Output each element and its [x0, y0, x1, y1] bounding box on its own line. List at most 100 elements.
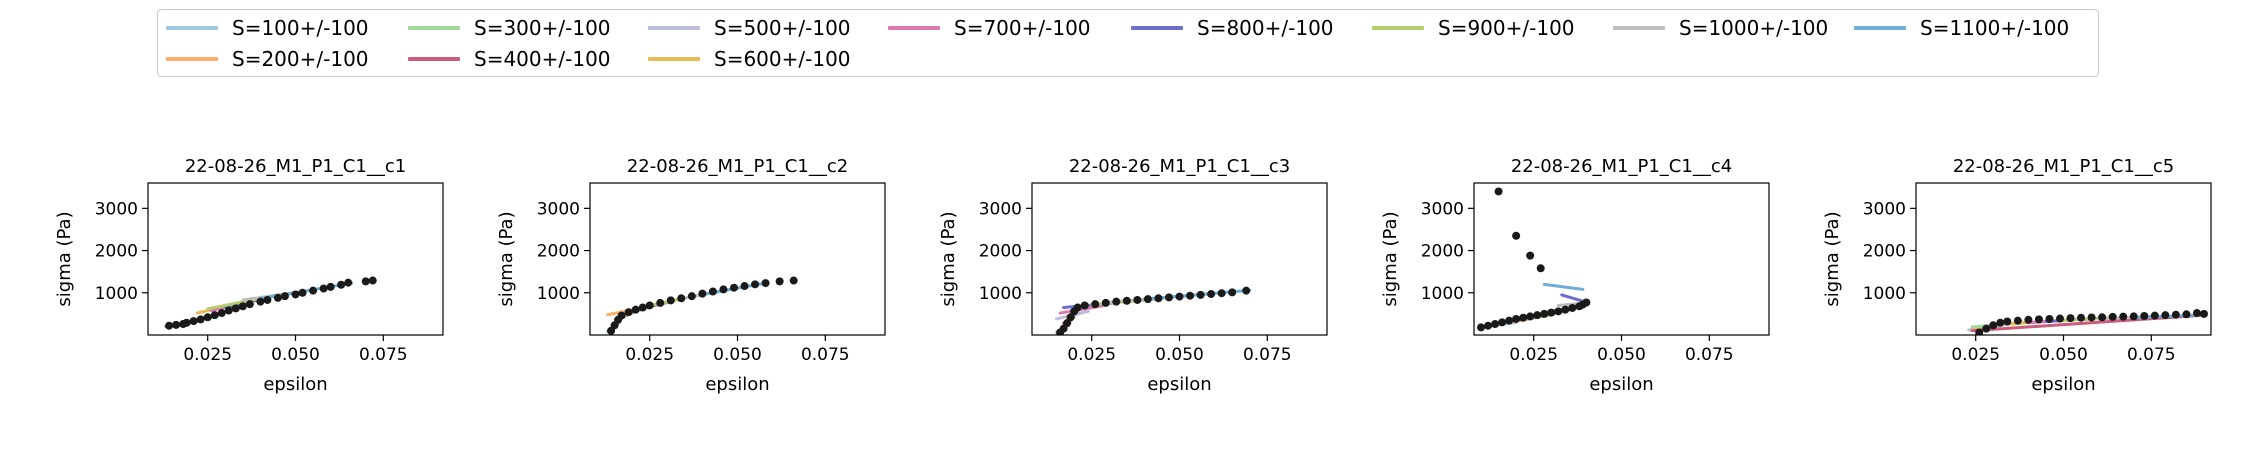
data-point — [751, 280, 760, 289]
subplot: 22-08-26_M1_P1_C1__c4 0.025 0.050 0.075 1000… — [1380, 156, 1770, 395]
subplot: 22-08-26_M1_P1_C1__c5 0.025 0.050 0.075 1000… — [1822, 156, 2212, 395]
data-point — [2098, 313, 2107, 322]
legend-item: S=900+/-100 — [1372, 13, 1575, 43]
y-axis-label: sigma (Pa) — [938, 211, 959, 306]
points-group — [1477, 187, 1591, 332]
data-point — [224, 306, 233, 315]
data-point — [624, 308, 633, 317]
y-tick-label: 2000 — [95, 242, 138, 262]
legend-swatch — [1372, 26, 1424, 30]
plot-frame — [147, 182, 444, 336]
data-point — [273, 293, 282, 302]
x-tick-label: 0.075 — [1685, 345, 1734, 365]
data-point — [2182, 310, 2191, 319]
data-point — [1484, 321, 1493, 330]
x-tick-label: 0.050 — [2039, 345, 2088, 365]
x-tick-label: 0.025 — [1951, 345, 2000, 365]
legend-swatch — [1854, 26, 1906, 30]
data-point — [1143, 295, 1152, 304]
data-point — [2199, 309, 2208, 318]
data-point — [645, 301, 654, 310]
data-point — [298, 288, 307, 297]
data-point — [1122, 296, 1131, 305]
data-point — [1175, 292, 1184, 301]
data-point — [1996, 318, 2005, 327]
x-axis-label: epsilon — [1147, 374, 1211, 395]
data-point — [1091, 300, 1100, 309]
data-point — [708, 287, 717, 296]
data-point — [337, 280, 346, 289]
data-point — [1217, 289, 1226, 298]
data-point — [1494, 187, 1503, 196]
data-point — [172, 320, 181, 329]
data-point — [1512, 231, 1521, 240]
x-axis-label: epsilon — [1589, 374, 1653, 395]
series-line — [1542, 282, 1585, 291]
legend-item: S=400+/-100 — [408, 44, 611, 74]
y-tick-label: 3000 — [537, 199, 580, 219]
legend-label: S=900+/-100 — [1438, 16, 1575, 40]
y-axis-label: sigma (Pa) — [54, 211, 75, 306]
data-point — [1207, 290, 1216, 299]
legend-swatch — [1131, 26, 1183, 30]
points-group — [1056, 286, 1251, 335]
data-point — [740, 282, 749, 291]
subplot-title: 22-08-26_M1_P1_C1__c4 — [1511, 156, 1732, 177]
x-tick-label: 0.025 — [1067, 345, 1116, 365]
data-point — [1112, 297, 1121, 306]
series-group — [606, 281, 768, 334]
data-point — [2066, 314, 2075, 323]
data-point — [231, 304, 240, 313]
data-point — [326, 282, 335, 291]
y-tick-label: 1000 — [95, 284, 138, 304]
data-point — [2055, 314, 2064, 323]
data-point — [1133, 295, 1142, 304]
legend-label: S=1000+/-100 — [1679, 16, 1829, 40]
y-axis-label: sigma (Pa) — [496, 211, 517, 306]
y-tick-label: 1000 — [1421, 284, 1464, 304]
x-axis-label: epsilon — [263, 374, 327, 395]
data-point — [280, 292, 289, 301]
data-point — [1066, 313, 1075, 322]
data-point — [263, 295, 272, 304]
x-tick-label: 0.050 — [271, 345, 320, 365]
subplot: 22-08-26_M1_P1_C1__c3 0.025 0.050 0.075 1000… — [938, 156, 1328, 395]
data-point — [2087, 313, 2096, 322]
data-point — [789, 276, 798, 285]
data-point — [698, 289, 707, 298]
legend-label: S=100+/-100 — [232, 16, 369, 40]
points-group — [607, 276, 798, 335]
x-tick-label: 0.050 — [1597, 345, 1646, 365]
data-point — [761, 279, 770, 288]
data-point — [189, 317, 198, 326]
y-tick-label: 2000 — [979, 242, 1022, 262]
data-point — [2150, 311, 2159, 320]
data-point — [1975, 328, 1984, 335]
data-point — [203, 313, 212, 322]
series-line — [1560, 293, 1585, 303]
data-point — [1989, 321, 1998, 330]
legend-swatch — [1613, 26, 1665, 30]
data-point — [1526, 312, 1535, 321]
data-point — [1073, 303, 1082, 312]
data-point — [2013, 316, 2022, 325]
data-point — [775, 277, 784, 286]
legend-label: S=800+/-100 — [1197, 16, 1334, 40]
x-tick-label: 0.025 — [183, 345, 232, 365]
data-point — [1196, 290, 1205, 299]
legend-item: S=600+/-100 — [648, 44, 851, 74]
legend-label: S=300+/-100 — [474, 16, 611, 40]
data-point — [2034, 315, 2043, 324]
legend-item: S=1000+/-100 — [1613, 13, 1828, 43]
data-point — [687, 292, 696, 301]
data-point — [2140, 312, 2149, 320]
data-point — [1228, 288, 1237, 297]
legend-swatch — [166, 57, 218, 61]
y-axis-label: sigma (Pa) — [1380, 211, 1401, 306]
y-axis-label: sigma (Pa) — [1822, 211, 1843, 306]
y-tick-label: 3000 — [95, 199, 138, 219]
points-group — [165, 276, 377, 330]
data-point — [1477, 323, 1486, 332]
data-point — [1063, 319, 1072, 328]
legend-label: S=700+/-100 — [954, 16, 1091, 40]
